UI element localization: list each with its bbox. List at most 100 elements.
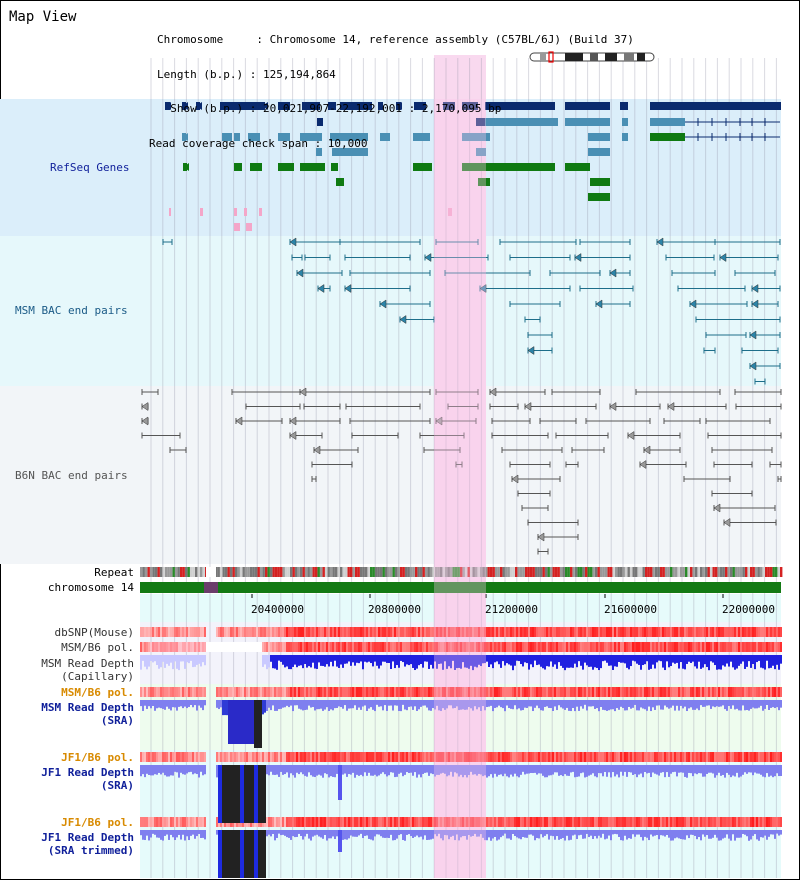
read-depth-bar — [150, 700, 152, 709]
polymorphism-cell — [326, 627, 328, 637]
polymorphism-cell — [564, 687, 566, 697]
read-depth-bar — [342, 765, 344, 775]
read-depth-bar — [488, 765, 490, 777]
polymorphism-cell — [744, 642, 746, 652]
repeat-block — [447, 567, 450, 577]
read-depth-bar — [768, 830, 770, 837]
polymorphism-cell — [582, 642, 584, 652]
read-depth-bar — [368, 700, 370, 709]
polymorphism-cell — [332, 817, 334, 827]
read-depth-bar — [152, 700, 154, 706]
read-depth-bar — [628, 655, 630, 670]
read-depth-bar — [398, 765, 400, 774]
repeat-block — [760, 567, 763, 577]
polymorphism-cell — [654, 687, 656, 697]
polymorphism-cell — [326, 687, 328, 697]
polymorphism-cell — [494, 752, 496, 762]
repeat-block — [475, 567, 478, 577]
polymorphism-cell — [396, 627, 398, 637]
read-depth-bar — [180, 830, 182, 840]
bac-end-marker — [719, 253, 727, 262]
polymorphism-cell — [510, 642, 512, 652]
gene-arrow — [588, 193, 594, 201]
read-depth-bar — [192, 700, 194, 708]
polymorphism-cell — [538, 752, 540, 762]
read-depth-bar — [440, 700, 442, 712]
read-depth-bar — [710, 765, 712, 773]
repeat-block — [150, 567, 153, 577]
polymorphism-cell — [488, 817, 490, 827]
polymorphism-cell — [562, 627, 564, 637]
read-depth-bar — [358, 765, 360, 776]
polymorphism-cell — [632, 642, 634, 652]
repeat-block — [390, 567, 393, 577]
polymorphism-cell — [626, 642, 628, 652]
read-depth-bar — [384, 700, 386, 706]
polymorphism-cell — [610, 817, 612, 827]
polymorphism-cell — [162, 752, 164, 762]
polymorphism-cell — [738, 752, 740, 762]
read-depth-bar — [522, 830, 524, 837]
gene-arrow — [332, 148, 338, 156]
track-label-b6n-bac[interactable]: B6N BAC end pairs — [15, 469, 128, 482]
pink-gene — [246, 223, 252, 231]
polymorphism-cell — [536, 642, 538, 652]
polymorphism-cell — [626, 627, 628, 637]
repeat-block — [550, 567, 553, 577]
read-depth-bar — [684, 765, 686, 777]
polymorphism-cell — [404, 752, 406, 762]
bac-end-marker — [289, 431, 297, 440]
polymorphism-cell — [622, 687, 624, 697]
bac-end-marker — [749, 361, 757, 371]
polymorphism-cell — [620, 752, 622, 762]
polymorphism-cell — [612, 687, 614, 697]
polymorphism-cell — [624, 627, 626, 637]
read-depth-bar — [680, 830, 682, 840]
track-label-refseq[interactable]: RefSeq Genes — [50, 161, 130, 174]
gene-block — [590, 178, 610, 186]
polymorphism-cell — [490, 817, 492, 827]
read-depth-bar — [574, 655, 576, 664]
repeat-block — [472, 567, 475, 577]
polymorphism-cell — [336, 642, 338, 652]
track-label-msm-bac[interactable]: MSM BAC end pairs — [15, 304, 128, 317]
polymorphism-cell — [322, 817, 324, 827]
read-depth-bar — [490, 655, 492, 665]
read-depth-bar — [294, 830, 296, 838]
polymorphism-cell — [618, 627, 620, 637]
polymorphism-cell — [218, 752, 220, 762]
polymorphism-cell — [270, 752, 272, 762]
read-depth-bar — [688, 765, 690, 773]
read-depth-bar — [296, 655, 298, 668]
read-depth-bar — [516, 655, 518, 661]
gene-arrow — [317, 118, 323, 126]
read-depth-bar — [588, 765, 590, 776]
polymorphism-cell — [644, 642, 646, 652]
read-depth-bar — [348, 765, 350, 775]
read-depth-bar — [528, 700, 530, 707]
polymorphism-cell — [266, 817, 268, 827]
repeat-block — [332, 567, 335, 577]
polymorphism-cell — [678, 627, 680, 637]
read-depth-bar — [670, 765, 672, 774]
polymorphism-cell — [486, 627, 488, 637]
read-depth-bar — [182, 830, 184, 835]
polymorphism-cell — [588, 627, 590, 637]
read-depth-bar — [202, 830, 204, 838]
polymorphism-cell — [392, 752, 394, 762]
read-depth-bar — [662, 830, 664, 836]
read-depth-bar — [736, 655, 738, 669]
repeat-block — [275, 567, 278, 577]
repeat-block — [582, 567, 585, 577]
polymorphism-cell — [536, 627, 538, 637]
polymorphism-cell — [542, 627, 544, 637]
read-depth-bar — [400, 830, 402, 835]
polymorphism-cell — [684, 642, 686, 652]
read-depth-bar — [370, 765, 372, 776]
read-depth-bar — [752, 830, 754, 836]
read-depth-bar — [328, 700, 330, 711]
polymorphism-cell — [176, 752, 178, 762]
read-depth-bar — [426, 655, 428, 662]
read-depth-bar — [528, 830, 530, 835]
